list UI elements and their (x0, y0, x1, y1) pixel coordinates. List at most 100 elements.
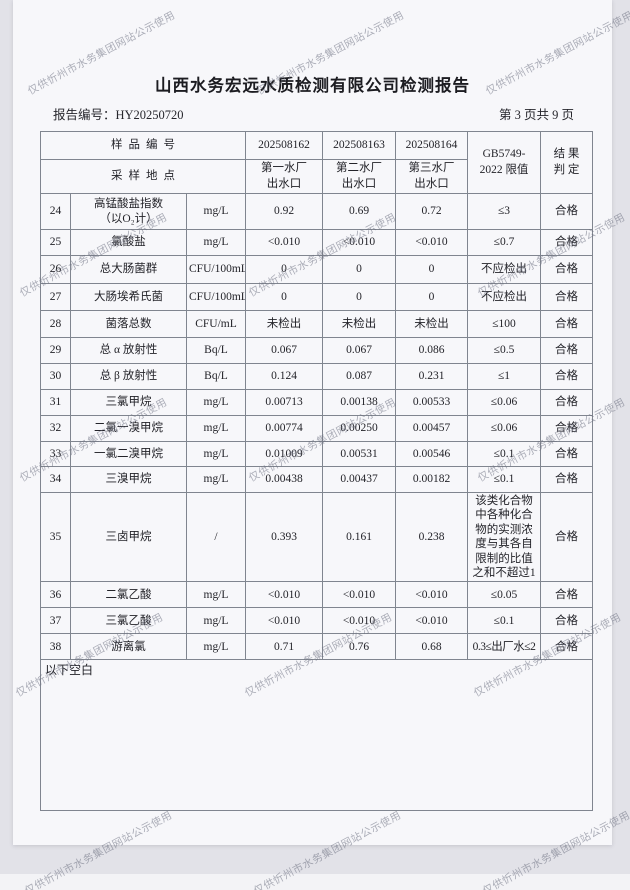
value-plant1: 0.00438 (245, 466, 323, 494)
parameter-name: 二氯乙酸 (70, 581, 187, 609)
value-plant3: 0.086 (395, 337, 468, 365)
value-plant3: 0.00182 (395, 466, 468, 494)
unit: mg/L (186, 229, 246, 257)
limit-value: ≤3 (467, 193, 541, 231)
table-row: 29 总 α 放射性 Bq/L 0.067 0.067 0.086 ≤0.5 合格 (40, 337, 593, 365)
value-plant3: 0 (395, 283, 468, 312)
result-verdict: 合格 (540, 633, 593, 661)
table-row: 38 游离氯 mg/L 0.71 0.76 0.68 0.3≤出厂水≤2 合格 (40, 633, 593, 661)
site-line: 出水口 (266, 177, 302, 190)
sample-id: 202508163 (322, 131, 396, 160)
value-plant2: 0 (322, 283, 396, 312)
site-line: 出水口 (414, 177, 449, 190)
value-plant2: 0.00437 (322, 466, 396, 494)
value-plant1: 0.00774 (245, 415, 323, 443)
value-plant3: 0.231 (395, 363, 468, 391)
value-plant3: <0.010 (395, 581, 468, 609)
standard-limit-line1: GB5749- (482, 148, 526, 160)
unit: Bq/L (186, 363, 246, 391)
report-title: 山西水务宏远水质检测有限公司检测报告 (155, 77, 470, 95)
table-row: 30 总 β 放射性 Bq/L 0.124 0.087 0.231 ≤1 合格 (40, 363, 593, 391)
site-plant1: 第一水厂 出水口 (245, 158, 323, 195)
value-plant3: <0.010 (395, 229, 468, 257)
row-index: 24 (40, 193, 71, 231)
sample-id: 202508164 (395, 131, 468, 160)
value-plant3: 0.00546 (395, 441, 468, 468)
sample-no-label: 样品编号 (40, 131, 246, 160)
limit-value: 不应检出 (467, 255, 541, 285)
site-line: 出水口 (341, 177, 377, 190)
value-plant1: 0.393 (245, 492, 323, 583)
result-verdict: 合格 (540, 229, 593, 257)
parameter-name: 游离氯 (70, 633, 187, 661)
table-row: 36 二氯乙酸 mg/L <0.010 <0.010 <0.010 ≤0.05 合格 (40, 581, 593, 609)
parameter-name: 菌落总数 (70, 310, 187, 339)
unit: CFU/100mL (186, 283, 246, 312)
parameter-name: 总大肠菌群 (70, 255, 187, 285)
value-plant1: <0.010 (245, 581, 323, 609)
row-index: 33 (40, 441, 71, 468)
value-plant2: <0.010 (322, 229, 396, 257)
row-index: 26 (40, 255, 71, 285)
value-plant1: 0.124 (245, 363, 323, 391)
row-index: 32 (40, 415, 71, 443)
blank-note: 以下空白 (40, 659, 593, 812)
report-number: 报告编号：HY20250720 (53, 108, 184, 122)
value-plant2: 0.087 (322, 363, 396, 391)
unit: mg/L (186, 466, 246, 494)
value-plant1: 0 (245, 255, 323, 285)
result-header: 结 果 判 定 (540, 130, 593, 195)
value-plant2: 0.00138 (322, 389, 396, 417)
parameter-name: 二氯一溴甲烷 (70, 415, 187, 443)
result-verdict: 合格 (540, 193, 593, 231)
value-plant3: <0.010 (395, 607, 468, 635)
results-table: 样品编号 202508162 202508163 202508164 GB574… (40, 130, 593, 812)
row-index: 34 (40, 466, 71, 494)
table-row: 27 大肠埃希氏菌 CFU/100mL 0 0 0 不应检出 合格 (40, 283, 593, 312)
header-row-sample-no: 样品编号 202508162 202508163 202508164 GB574… (40, 130, 593, 195)
result-header-line1: 结 果 (553, 148, 580, 160)
result-verdict: 合格 (540, 310, 593, 339)
parameter-name: 大肠埃希氏菌 (70, 283, 187, 312)
unit: / (186, 492, 246, 583)
page-indicator: 第 3 页共 9 页 (498, 108, 574, 122)
value-plant3: 0 (395, 255, 468, 285)
row-index: 35 (40, 492, 71, 583)
value-plant2: 0.00250 (322, 415, 396, 443)
paper: 山西水务宏远水质检测有限公司检测报告 报告编号：HY20250720 第 3 页… (13, 0, 612, 845)
row-index: 31 (40, 389, 71, 417)
value-plant2: 0 (322, 255, 396, 285)
value-plant2: 未检出 (322, 310, 396, 339)
limit-value: ≤0.05 (467, 581, 541, 609)
value-plant3: 0.00533 (395, 389, 468, 417)
limit-value: ≤100 (467, 310, 541, 339)
result-header-line2: 判 定 (553, 163, 580, 176)
limit-value: ≤0.06 (467, 415, 541, 443)
row-index: 27 (40, 283, 71, 312)
table-row: 26 总大肠菌群 CFU/100mL 0 0 0 不应检出 合格 (40, 255, 593, 285)
value-plant2: <0.010 (322, 581, 396, 609)
unit: Bq/L (186, 337, 246, 365)
sampling-site-label: 采样地点 (40, 158, 246, 195)
parameter-name: 三卤甲烷 (70, 492, 187, 583)
limit-value: 不应检出 (467, 283, 541, 312)
table-row: 32 二氯一溴甲烷 mg/L 0.00774 0.00250 0.00457 ≤0.06 合格 (40, 415, 593, 443)
scan-bottom-strip (0, 874, 630, 890)
site-plant2: 第二水厂 出水口 (322, 158, 396, 195)
value-plant1: 未检出 (245, 310, 323, 339)
value-plant1: 0.92 (245, 193, 323, 231)
unit: mg/L (186, 441, 246, 468)
row-index: 28 (40, 310, 71, 339)
result-verdict: 合格 (540, 466, 593, 494)
row-index: 37 (40, 607, 71, 635)
result-verdict: 合格 (540, 283, 593, 312)
blank-row: 以下空白 (40, 659, 593, 812)
value-plant3: 未检出 (395, 310, 468, 339)
table-row: 24 高锰酸盐指数 （以O₂计） mg/L 0.92 0.69 0.72 ≤3 合格 (40, 193, 593, 231)
unit: mg/L (186, 415, 246, 443)
limit-value: ≤1 (467, 363, 541, 391)
value-plant3: 0.68 (395, 633, 468, 661)
limit-value: ≤0.06 (467, 389, 541, 417)
result-verdict: 合格 (540, 389, 593, 417)
value-plant3: 0.72 (395, 193, 468, 231)
